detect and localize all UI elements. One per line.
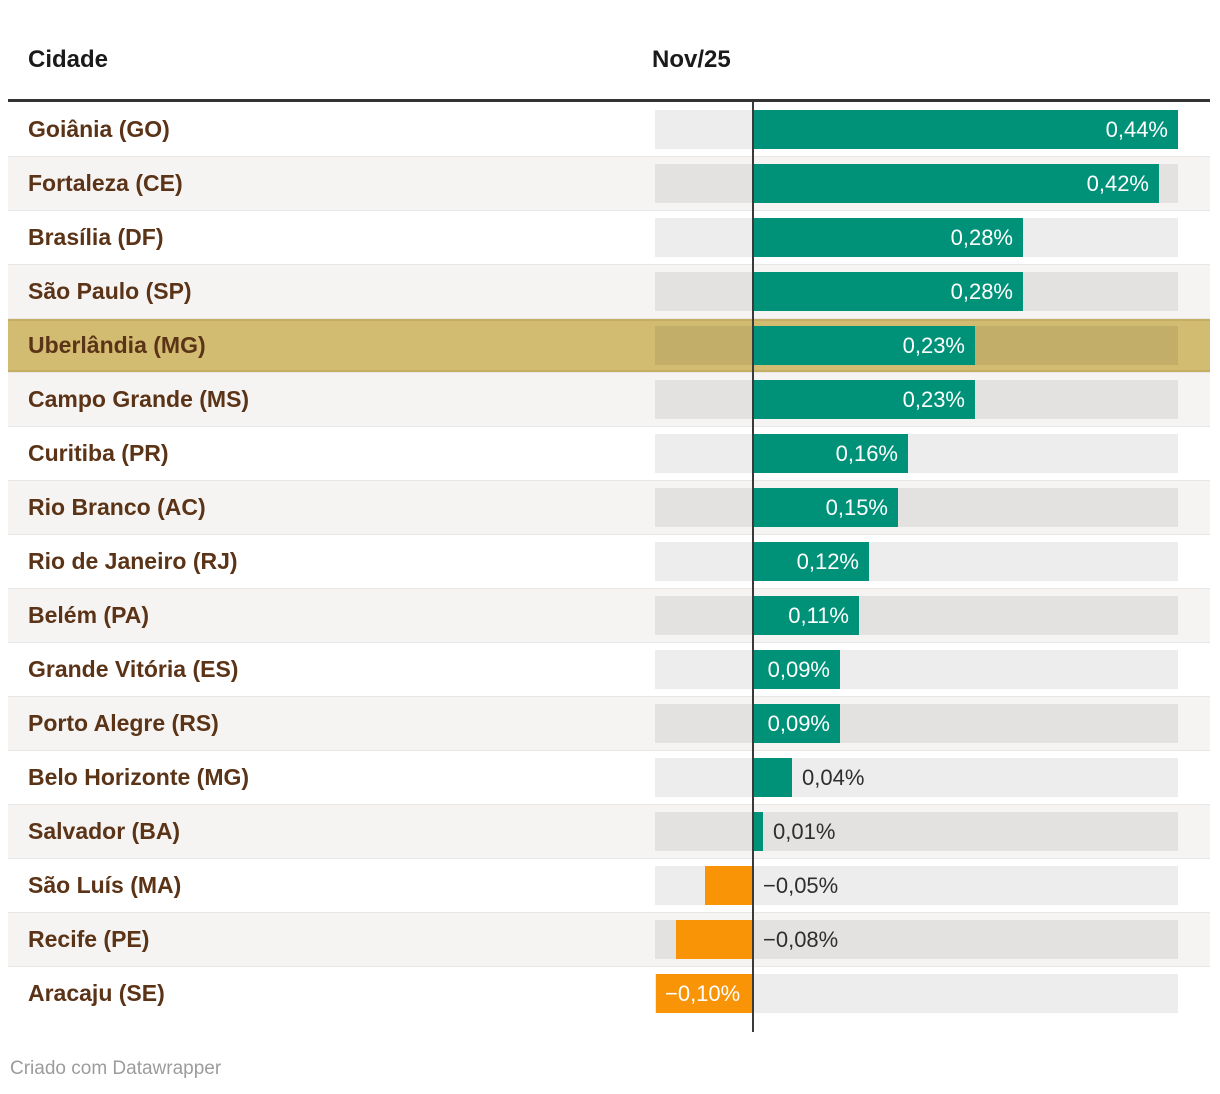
bar-track: 0,16% xyxy=(655,434,1178,473)
table-row: Grande Vitória (ES) 0,09% xyxy=(8,642,1210,696)
bar-track: 0,15% xyxy=(655,488,1178,527)
city-label: Porto Alegre (RS) xyxy=(28,710,219,736)
value-bar xyxy=(753,812,763,851)
bar-track: 0,12% xyxy=(655,542,1178,581)
city-label: São Luís (MA) xyxy=(28,872,182,898)
table-row: Goiânia (GO) 0,44% xyxy=(8,102,1210,156)
value-label: 0,11% xyxy=(788,603,849,628)
table-row: Belém (PA) 0,11% xyxy=(8,588,1210,642)
value-bar xyxy=(753,542,869,581)
city-label: Brasília (DF) xyxy=(28,224,164,250)
value-bar xyxy=(753,380,975,419)
city-label: Recife (PE) xyxy=(28,926,150,952)
value-bar xyxy=(656,974,753,1013)
value-bar xyxy=(753,596,859,635)
bar-track: 0,28% xyxy=(655,218,1178,257)
value-label: 0,12% xyxy=(796,549,859,574)
bar-track: −0,10% xyxy=(655,974,1178,1013)
value-label: 0,44% xyxy=(1105,116,1168,142)
city-label: Fortaleza (CE) xyxy=(28,170,183,196)
city-label: Belém (PA) xyxy=(28,602,149,628)
value-label: −0,10% xyxy=(665,981,741,1006)
city-label: Rio Branco (AC) xyxy=(28,494,206,520)
city-label: Belo Horizonte (MG) xyxy=(28,764,250,790)
value-bar xyxy=(676,920,753,959)
column-header-value: Nov/25 xyxy=(652,46,731,73)
value-bar xyxy=(753,434,908,473)
value-label: 0,42% xyxy=(1086,171,1149,196)
value-label: 0,28% xyxy=(950,279,1013,304)
value-label: 0,16% xyxy=(835,441,898,466)
value-label: 0,15% xyxy=(825,495,888,520)
value-label: 0,28% xyxy=(950,225,1013,250)
header-divider xyxy=(8,99,1210,102)
value-bar xyxy=(753,488,898,527)
value-label: 0,09% xyxy=(767,657,830,682)
value-label: 0,09% xyxy=(767,711,830,736)
value-bar xyxy=(753,164,1159,203)
table-row: Fortaleza (CE) 0,42% xyxy=(8,156,1210,210)
table-row: Aracaju (SE) −0,10% xyxy=(8,966,1210,1020)
value-bar xyxy=(705,866,753,905)
value-label: 0,23% xyxy=(902,387,965,412)
value-label: 0,23% xyxy=(902,333,965,358)
bar-track: −0,08% xyxy=(655,920,1178,959)
value-bar xyxy=(753,650,840,689)
zero-baseline xyxy=(752,102,754,1032)
table-row: Salvador (BA) 0,01% xyxy=(8,804,1210,858)
value-label: 0,01% xyxy=(773,819,836,844)
city-label: Goiânia (GO) xyxy=(28,115,170,142)
city-label: Aracaju (SE) xyxy=(28,980,165,1006)
table-body: Goiânia (GO) 0,44% Fortaleza (CE) 0,42% … xyxy=(8,102,1210,1032)
city-label: Campo Grande (MS) xyxy=(28,386,250,412)
table-row: São Paulo (SP) 0,28% xyxy=(8,264,1210,318)
value-label: −0,05% xyxy=(763,873,839,898)
table-row: Uberlândia (MG) 0,23% xyxy=(8,318,1210,372)
value-bar xyxy=(753,326,975,365)
value-bar xyxy=(753,758,792,797)
value-bar xyxy=(753,272,1023,311)
table-row: Rio de Janeiro (RJ) 0,12% xyxy=(8,534,1210,588)
bar-track: −0,05% xyxy=(655,866,1178,905)
city-label: Curitiba (PR) xyxy=(28,440,169,466)
bar-track: 0,42% xyxy=(655,164,1178,203)
column-header-cidade: Cidade xyxy=(28,46,109,73)
bar-track: 0,04% xyxy=(655,758,1178,797)
city-label: Grande Vitória (ES) xyxy=(28,656,239,682)
table-row: Belo Horizonte (MG) 0,04% xyxy=(8,750,1210,804)
bar-track: 0,23% xyxy=(655,326,1178,365)
table-row: Campo Grande (MS) 0,23% xyxy=(8,372,1210,426)
table-row: Porto Alegre (RS) 0,09% xyxy=(8,696,1210,750)
bar-track: 0,01% xyxy=(655,812,1178,851)
value-label: −0,08% xyxy=(763,927,839,952)
city-label: São Paulo (SP) xyxy=(28,278,192,304)
table-row: Curitiba (PR) 0,16% xyxy=(8,426,1210,480)
bar-track: 0,23% xyxy=(655,380,1178,419)
bar-track: 0,44% xyxy=(655,109,1178,149)
bar-track: 0,09% xyxy=(655,650,1178,689)
bar-track: 0,11% xyxy=(655,596,1178,635)
city-label: Rio de Janeiro (RJ) xyxy=(28,548,238,574)
bar-track: 0,28% xyxy=(655,272,1178,311)
table-row: Rio Branco (AC) 0,15% xyxy=(8,480,1210,534)
value-bar xyxy=(753,704,840,743)
city-label: Salvador (BA) xyxy=(28,818,181,844)
table-row: São Luís (MA) −0,05% xyxy=(8,858,1210,912)
value-label: 0,04% xyxy=(802,765,865,790)
datawrapper-credit-link[interactable]: Criado com Datawrapper xyxy=(10,1058,222,1079)
table-row: Recife (PE) −0,08% xyxy=(8,912,1210,966)
bar-track: 0,09% xyxy=(655,704,1178,743)
city-label: Uberlândia (MG) xyxy=(28,332,206,358)
table-header: Cidade Nov/25 xyxy=(8,0,1210,99)
table-row: Brasília (DF) 0,28% xyxy=(8,210,1210,264)
value-bar xyxy=(753,218,1023,257)
value-bar xyxy=(753,109,1178,149)
